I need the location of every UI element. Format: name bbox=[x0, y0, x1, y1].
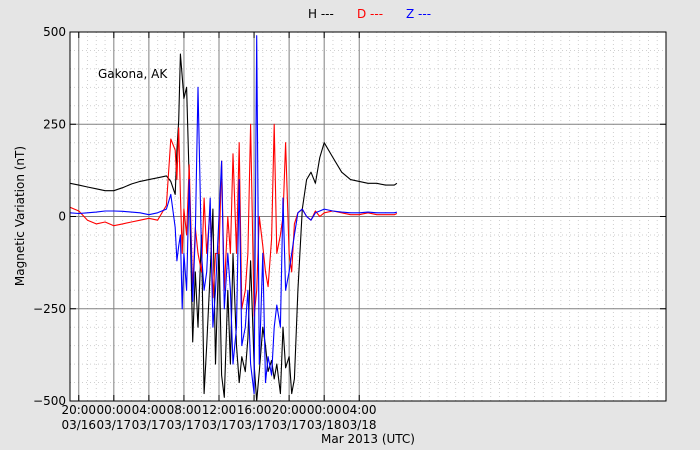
x-tick-label-date: 03/17 bbox=[237, 418, 272, 432]
x-tick-label-time: 04:00 bbox=[342, 403, 377, 417]
grid-layer bbox=[69, 31, 667, 402]
y-axis-label: Magnetic Variation (nT) bbox=[13, 146, 27, 286]
y-tick-label: 0 bbox=[58, 210, 66, 224]
series-layer bbox=[70, 35, 398, 401]
x-tick-label-date: 03/17 bbox=[167, 418, 202, 432]
x-tick-label-time: 16:00 bbox=[237, 403, 272, 417]
x-tick-label-date: 03/16 bbox=[61, 418, 96, 432]
y-tick-label: −250 bbox=[33, 302, 66, 316]
legend-entry-z: Z --- bbox=[406, 7, 431, 21]
annotation-station: Gakona, AK bbox=[98, 67, 168, 81]
tick-layer: 5002500−250−50020:0003/1600:0003/1704:00… bbox=[33, 25, 666, 432]
y-tick-label: −500 bbox=[33, 394, 66, 408]
y-tick-label: 500 bbox=[43, 25, 66, 39]
x-tick-label-date: 03/17 bbox=[97, 418, 132, 432]
x-tick-label-date: 03/17 bbox=[202, 418, 237, 432]
series-line-h bbox=[70, 53, 398, 401]
x-tick-label-time: 20:00 bbox=[272, 403, 307, 417]
legend-entry-h: H --- bbox=[308, 7, 334, 21]
series-line-z bbox=[70, 35, 398, 395]
x-tick-label-time: 20:00 bbox=[61, 403, 96, 417]
x-axis-label: Mar 2013 (UTC) bbox=[321, 432, 415, 446]
x-tick-label-date: 03/17 bbox=[132, 418, 167, 432]
x-tick-label-date: 03/18 bbox=[342, 418, 377, 432]
x-tick-label-date: 03/18 bbox=[307, 418, 342, 432]
x-tick-label-time: 00:00 bbox=[97, 403, 132, 417]
y-tick-label: 250 bbox=[43, 117, 66, 131]
x-tick-label-date: 03/17 bbox=[272, 418, 307, 432]
x-tick-label-time: 08:00 bbox=[167, 403, 202, 417]
x-tick-label-time: 04:00 bbox=[132, 403, 167, 417]
legend: H --- D --- Z --- bbox=[308, 7, 431, 21]
x-tick-label-time: 00:00 bbox=[307, 403, 342, 417]
legend-entry-d: D --- bbox=[357, 7, 383, 21]
x-tick-label-time: 12:00 bbox=[202, 403, 237, 417]
